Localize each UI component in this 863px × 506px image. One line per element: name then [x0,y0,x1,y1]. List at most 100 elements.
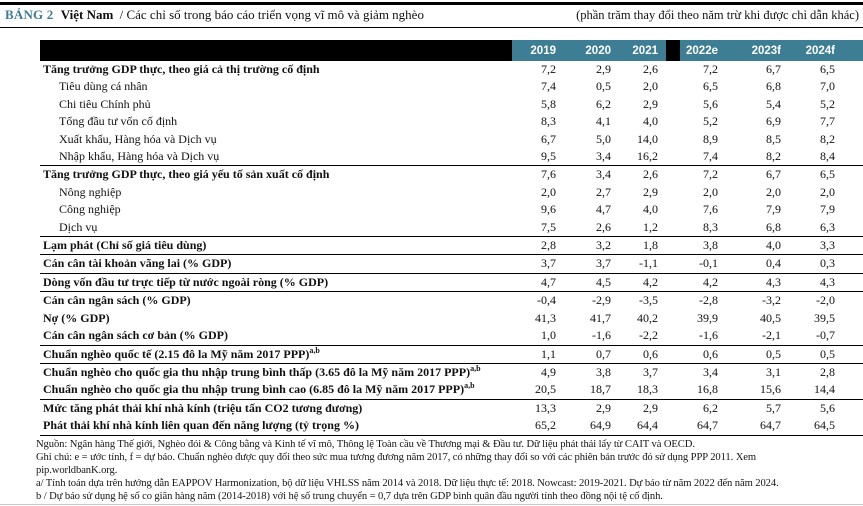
cell-value: 7,4 [541,79,556,94]
cell-value: 6,3 [789,219,863,238]
footnote-line: Nguồn: Ngân hàng Thế giới, Nghèo đói & C… [36,439,695,450]
cell-value: 20,5 [512,381,564,400]
cell-value: 1,8 [619,237,666,256]
column-header-2020: 2020 [564,40,619,61]
row-label: Lạm phát (Chỉ số giá tiêu dùng) [40,237,512,256]
cell-value: 0,4 [726,255,789,274]
cell-value: 8,9 [703,131,718,146]
cell-value: 2,7 [596,184,611,199]
cell-value: -0,7 [789,327,863,346]
cell-value: 4,0 [643,202,658,217]
cell-value: 6,5 [820,167,835,182]
cell-value: 3,7 [643,364,658,379]
cell-value: 8,2 [820,131,835,146]
footnote-line: pip.worldbanK.org. [36,465,118,477]
cell-value: 16,2 [619,148,666,167]
cell-value: 5,2 [703,114,718,129]
cell-value: 41,7 [590,310,611,325]
cell-value: 0,5 [726,346,789,364]
table-subtitle: / Các chỉ số trong báo cáo triển vọng vĩ… [119,7,424,22]
cell-value: 7,6 [703,202,718,217]
footnote-ref: a,b [470,363,481,373]
row-label: Cán cân ngân sách (% GDP) [43,293,191,308]
cell-value: -2,0 [816,293,835,308]
cell-value: 3,2 [564,237,619,256]
cell-value: 4,5 [564,274,619,293]
cell-value: 8,4 [789,148,863,167]
cell-value: 6,5 [820,62,835,76]
cell-value: 2,9 [643,400,658,415]
cell-value: -1,6 [666,327,726,346]
cell-value: 8,3 [541,114,556,129]
cell-value: 6,7 [541,131,556,146]
table-row: Xuất khẩu, Hàng hóa và Dịch vụ 6,7 5,0 14,0… [40,131,863,148]
cell-value: -3,5 [639,293,658,308]
cell-value: 5,0 [596,131,611,146]
cell-value: 0,6 [619,346,666,364]
row-label: Mức tăng phát thải khí nhà kính (triệu t… [43,400,363,415]
row-label: Cán cân tài khoản vãng lai (% GDP) [40,255,512,274]
cell-value: 3,8 [666,237,726,256]
table-row: Nông nghiệp 2,0 2,7 2,9 2,0 2,0 2,0 [40,184,863,201]
cell-value: 64,9 [564,417,619,436]
cell-value: 6,8 [726,219,789,238]
table-row: Cán cân tài khoản vãng lai (% GDP) 3,7 3,7… [40,255,863,274]
cell-value: 7,2 [703,62,718,76]
table-row: Dòng vốn đầu tư trực tiếp từ nước ngoài … [40,274,863,293]
cell-value: 40,2 [637,310,658,325]
row-label: Nông nghiệp [59,184,122,199]
cell-value: 41,3 [535,310,556,325]
table-title: BẢNG 2 Việt Nam / Các chỉ số trong báo c… [5,7,424,23]
cell-value: 6,7 [766,62,781,76]
cell-value: 18,3 [619,381,666,400]
row-label: Dòng vốn đầu tư trực tiếp từ nước ngoài … [40,274,512,293]
table-row: Mức tăng phát thải khí nhà kính (triệu t… [40,400,863,417]
cell-value: 2,9 [596,400,611,415]
row-label: Phát thải khí nhà kính liên quan đến năn… [40,417,512,436]
cell-value: 64,5 [789,417,863,436]
table-row: Cán cân ngân sách (% GDP) -0,4 -2,9 -3,5 -2,… [40,292,863,309]
cell-value: 2,9 [596,62,611,76]
cell-value: 3,4 [596,167,611,182]
row-label: Chi tiêu Chính phủ [59,96,151,111]
row-label: Tăng trưởng GDP thực, theo giá cả thị tr… [43,62,320,76]
cell-value: 2,0 [643,79,658,94]
cell-value: 4,1 [596,114,611,129]
cell-value: 64,7 [726,417,789,436]
cell-value: -1,1 [619,255,666,274]
row-label: Nhập khẩu, Hàng hóa và Dịch vụ [40,148,512,167]
indicators-table-wrap: 2019 2020 2021 2022e 2023f 2024f Tăng trưởng … [40,40,863,436]
cell-value: 65,2 [512,417,564,436]
cell-value: 4,3 [726,274,789,293]
footnote-line: a/ Tính toán dựa trên hướng dẫn EAPPOV H… [36,478,779,490]
cell-value: 16,8 [666,381,726,400]
table-row: Tăng trưởng GDP thực, theo giá yếu tố sả… [40,166,863,183]
indicators-table: 2019 2020 2021 2022e 2023f 2024f Tăng trưởng … [40,40,863,436]
cell-value: 2,8 [820,364,835,379]
cell-value: 9,5 [512,148,564,167]
cell-value: 4,7 [596,202,611,217]
table-title-bar: BẢNG 2 Việt Nam / Các chỉ số trong báo c… [0,7,863,28]
cell-value: 7,7 [820,114,835,129]
footnotes: Nguồn: Ngân hàng Thế giới, Nghèo đói & C… [36,438,860,503]
cell-value: 6,5 [703,79,718,94]
row-label: Tiêu dùng cá nhân [59,79,148,94]
year-header-row: 2019 2020 2021 2022e 2023f 2024f [40,40,863,61]
cell-value: 7,9 [820,202,835,217]
column-header-2023f: 2023f [726,40,789,61]
cell-value: 14,4 [789,381,863,400]
cell-value: 1,1 [512,346,564,364]
cell-value: 2,0 [766,184,781,199]
cell-value: 0,7 [564,346,619,364]
cell-value: 4,3 [789,274,863,293]
column-header-2019: 2019 [512,40,564,61]
row-label: Tổng đầu tư vốn cố định [59,114,178,129]
cell-value: 13,3 [535,400,556,415]
table-number-label: BẢNG 2 [5,7,54,22]
cell-value: 2,0 [703,184,718,199]
cell-value: 0,5 [789,346,863,364]
table-row: Phát thải khí nhà kính liên quan đến năn… [40,417,863,436]
row-label: Dịch vụ [40,219,512,238]
row-label: Công nghiệp [59,202,121,217]
